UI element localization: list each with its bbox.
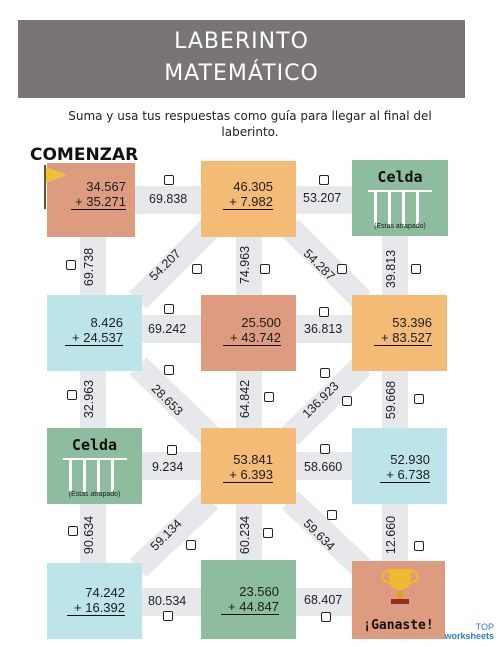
edge-value: 68.407: [304, 593, 343, 607]
sum-a: 74.242: [85, 585, 125, 600]
path-checkbox[interactable]: [337, 264, 347, 274]
node-r3c0[interactable]: 74.242 + 16.392: [47, 563, 142, 639]
path-checkbox[interactable]: [342, 396, 352, 406]
edge-value: 9.234: [152, 460, 184, 474]
edge-value: 36.813: [304, 322, 343, 336]
sum-b: + 83.527: [374, 330, 432, 346]
cage-icon: [63, 458, 127, 460]
sum-a: 52.930: [390, 452, 430, 467]
node-r3c1[interactable]: 23.560 + 44.847: [201, 560, 296, 639]
sum-b: + 24.537: [65, 330, 123, 346]
node-r1c1[interactable]: 25.500 + 43.742: [201, 295, 296, 371]
path-checkbox[interactable]: [414, 541, 424, 551]
path-checkbox[interactable]: [68, 526, 78, 536]
brand-logo: TOP worksheets: [444, 623, 494, 641]
path-checkbox[interactable]: [319, 175, 329, 185]
path-checkbox[interactable]: [164, 175, 174, 185]
node-r2c0-cell[interactable]: Celda (Estas atrapado): [47, 428, 142, 504]
edge-value: 53.207: [303, 191, 342, 205]
cell-subtitle: (Estas atrapado): [68, 491, 121, 498]
path-checkbox[interactable]: [66, 260, 76, 270]
edge-value: 58.660: [304, 460, 343, 474]
sum-b: + 43.742: [223, 330, 281, 346]
path-checkbox[interactable]: [260, 264, 270, 274]
trophy-icon: [381, 569, 419, 604]
edge-value: 69.242: [148, 322, 187, 336]
node-r3c2-finish[interactable]: ¡Ganaste!: [352, 561, 445, 639]
path-checkbox[interactable]: [186, 540, 196, 550]
title-line-2: MATEMÁTICO: [164, 61, 319, 86]
path-checkbox[interactable]: [414, 394, 424, 404]
edge-value: 32.963: [82, 379, 97, 419]
sum-b: + 16.392: [67, 600, 125, 616]
node-r0c0[interactable]: 34.567 + 35.271: [44, 163, 135, 237]
edge-value: 69.838: [149, 192, 188, 206]
path-checkbox[interactable]: [67, 390, 77, 400]
flag-icon: [44, 165, 67, 209]
cell-title: Celda: [71, 436, 118, 454]
sum-a: 34.567: [86, 179, 126, 194]
edge-value: 64.842: [238, 379, 253, 419]
sum-b: + 7.982: [223, 194, 273, 210]
path-checkbox[interactable]: [264, 392, 274, 402]
edge-value: 74.963: [238, 245, 253, 285]
path-checkbox[interactable]: [167, 445, 177, 455]
cell-title: Celda: [377, 168, 423, 186]
edge-value: 90.634: [82, 515, 97, 555]
node-r2c2[interactable]: 52.930 + 6.738: [352, 428, 447, 504]
finish-label: ¡Ganaste!: [363, 618, 434, 633]
path-checkbox[interactable]: [163, 611, 173, 621]
edge-value: 59.668: [384, 380, 399, 420]
node-r2c1[interactable]: 53.841 + 6.393: [201, 428, 296, 504]
path-checkbox[interactable]: [319, 307, 329, 317]
title-banner: LABERINTO MATEMÁTICO: [18, 20, 465, 98]
sum-b: + 44.847: [221, 599, 279, 615]
sum-b: + 35.271: [71, 194, 126, 210]
sum-a: 23.560: [239, 584, 279, 599]
path-checkbox[interactable]: [411, 264, 421, 274]
path-checkbox[interactable]: [164, 304, 174, 314]
path-checkbox[interactable]: [320, 368, 330, 378]
cage-icon: [368, 190, 432, 192]
path-checkbox[interactable]: [263, 528, 273, 538]
sum-a: 53.841: [233, 452, 273, 467]
edge-value: 60.234: [238, 515, 253, 555]
edge-value: 69.738: [82, 247, 97, 287]
sum-a: 8.426: [90, 315, 123, 330]
node-r0c1[interactable]: 46.305 + 7.982: [201, 161, 296, 237]
path-checkbox[interactable]: [327, 510, 337, 520]
sum-b: + 6.393: [223, 467, 273, 483]
instructions: Suma y usa tus respuestas como guía para…: [68, 109, 432, 139]
node-r1c2[interactable]: 53.396 + 83.527: [352, 295, 447, 371]
path-checkbox[interactable]: [321, 612, 331, 622]
start-label: COMENZAR: [30, 145, 139, 165]
node-r0c2-cell[interactable]: Celda (Estas atrapado): [352, 160, 448, 236]
cell-subtitle: (Estas atrapado): [374, 223, 426, 230]
logo-line-1: TOP: [475, 622, 494, 632]
edge-value: 12.660: [384, 515, 399, 555]
title-line-1: LABERINTO: [174, 29, 309, 54]
logo-line-2: worksheets: [444, 631, 494, 641]
sum-b: + 6.738: [380, 467, 430, 483]
node-r1c0[interactable]: 8.426 + 24.537: [47, 295, 142, 371]
sum-a: 46.305: [233, 179, 273, 194]
path-checkbox[interactable]: [320, 444, 330, 454]
path-checkbox[interactable]: [192, 264, 202, 274]
sum-a: 53.396: [392, 315, 432, 330]
sum-a: 25.500: [241, 315, 281, 330]
edge-value: 80.534: [148, 594, 187, 608]
path-checkbox[interactable]: [164, 365, 174, 375]
edge-value: 39.813: [384, 249, 399, 289]
